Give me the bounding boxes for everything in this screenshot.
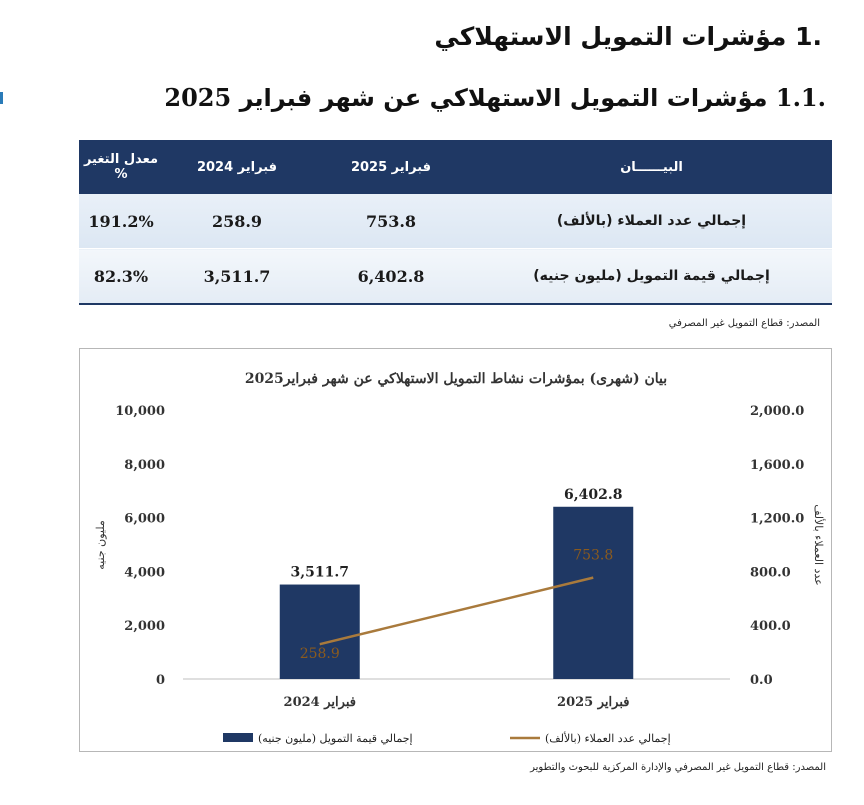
legend-label-bar: إجمالي قيمة التمويل (مليون جنيه) [258,732,413,745]
cell-label: إجمالي عدد العملاء (بالألف) [471,194,832,249]
x-category-label: فبراير 2024 [284,695,356,710]
y-left-tick-label: 0 [156,673,165,688]
legend-swatch-bar [223,733,253,742]
y-left-tick-label: 6,000 [124,512,165,527]
y-left-axis-title: مليون جنيه [94,520,107,570]
header-label: البيــــــان [471,140,832,194]
y-right-tick-label: 400.0 [750,619,791,634]
bar [553,506,634,679]
section-heading: .1 مؤشرات التمويل الاستهلاكي [434,22,822,51]
combo-chart: بيان (شهرى) بمؤشرات نشاط التمويل الاستهل… [94,371,826,745]
y-right-tick-label: 2,000.0 [750,404,804,419]
customers-line [319,576,594,646]
y-right-axis-title: عدد العملاء بالألف [812,504,826,585]
cell-label: إجمالي قيمة التمويل (مليون جنيه) [471,248,832,305]
subsection-heading: .1.1 مؤشرات التمويل الاستهلاكي عن شهر فب… [164,83,826,112]
subsection-text: مؤشرات التمويل الاستهلاكي عن شهر فبراير [239,84,768,112]
subsection-year: 2025 [164,83,232,112]
bar [279,584,360,679]
header-change: معدل التغير % [79,140,163,194]
y-right-tick-label: 0.0 [750,673,773,688]
y-left-tick-label: 8,000 [124,458,165,473]
bar-value-label: 3,511.7 [291,565,349,581]
chart-frame: بيان (شهرى) بمؤشرات نشاط التمويل الاستهل… [79,348,832,752]
indicators-table: معدل التغير % فبراير 2024 فبراير 2025 ال… [79,140,832,305]
y-left-tick-label: 10,000 [115,404,165,419]
cell-change: 191.2% [79,194,163,249]
table-source-note: المصدر: قطاع التمويل غير المصرفي [668,318,820,329]
header-feb2024: فبراير 2024 [163,140,311,194]
y-right-tick-label: 1,200.0 [750,512,804,527]
y-left-tick-label: 2,000 [124,619,165,634]
cell-feb2024: 3,511.7 [163,248,311,305]
cell-feb2025: 6,402.8 [311,248,471,305]
legend-label-line: إجمالي عدد العملاء (بالألف) [545,731,671,745]
table-header-row: معدل التغير % فبراير 2024 فبراير 2025 ال… [79,140,832,194]
y-right-tick-label: 800.0 [750,565,791,580]
x-category-label: فبراير 2025 [557,695,629,710]
cell-feb2025: 753.8 [311,194,471,249]
y-right-tick-label: 1,600.0 [750,458,804,473]
line-value-label: 753.8 [573,548,613,564]
chart-source-note: المصدر: قطاع التمويل غير المصرفي والإدار… [530,762,826,773]
bar-value-label: 6,402.8 [564,487,622,503]
table-row: 82.3% 3,511.7 6,402.8 إجمالي قيمة التموي… [79,248,832,305]
y-left-tick-label: 4,000 [124,565,165,580]
subsection-number: .1.1 [775,83,826,112]
table-row: 191.2% 258.9 753.8 إجمالي عدد العملاء (ب… [79,194,832,249]
cell-change: 82.3% [79,248,163,305]
edge-marker [0,92,3,104]
chart-title: بيان (شهرى) بمؤشرات نشاط التمويل الاستهل… [245,371,667,387]
cell-feb2024: 258.9 [163,194,311,249]
line-value-label: 258.9 [300,646,340,662]
header-feb2025: فبراير 2025 [311,140,471,194]
